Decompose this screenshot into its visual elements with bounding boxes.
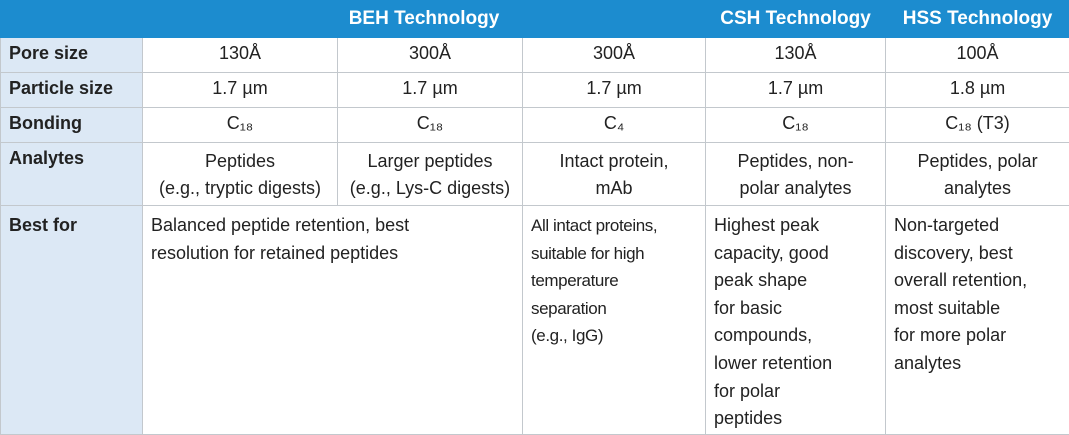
cell-line: capacity, good — [714, 240, 877, 268]
table-cell: C₁₈ — [143, 108, 338, 143]
table-cell: 130Å — [706, 38, 886, 73]
cell-line: resolution for retained peptides — [151, 240, 514, 268]
cell-line: for polar — [714, 378, 877, 406]
table-cell: C₄ — [523, 108, 706, 143]
cell-line: Peptides, polar — [894, 148, 1061, 175]
cell-line: suitable for high — [531, 240, 697, 268]
cell-line: analytes — [894, 175, 1061, 202]
table-cell: 130Å — [143, 38, 338, 73]
table-cell: Larger peptides(e.g., Lys-C digests) — [338, 143, 523, 206]
cell-line: compounds, — [714, 322, 877, 350]
row-label: Analytes — [1, 143, 143, 206]
cell-line: Non-targeted — [894, 212, 1061, 240]
cell-line: peptides — [714, 405, 877, 433]
table-cell: C₁₈ (T3) — [886, 108, 1069, 143]
header-cell: CSH Technology — [706, 1, 886, 38]
cell-line: temperature — [531, 267, 697, 295]
cell-line: All intact proteins, — [531, 212, 697, 240]
table-cell: 1.7 µm — [523, 73, 706, 108]
header-row: BEH Technology CSH Technology HSS Techno… — [1, 1, 1069, 38]
table-cell: Peptides, non-polar analytes — [706, 143, 886, 206]
table-cell: 300Å — [523, 38, 706, 73]
header-corner — [1, 1, 143, 38]
table-cell: 1.8 µm — [886, 73, 1069, 108]
cell-line: for more polar — [894, 322, 1061, 350]
cell-line: most suitable — [894, 295, 1061, 323]
table-cell: 100Å — [886, 38, 1069, 73]
cell-line: Intact protein, — [531, 148, 697, 175]
table-cell: 1.7 µm — [143, 73, 338, 108]
cell-line: (e.g., Lys-C digests) — [346, 175, 514, 202]
row-label: Pore size — [1, 38, 143, 73]
cell-line: (e.g., tryptic digests) — [151, 175, 329, 202]
cell-line: mAb — [531, 175, 697, 202]
cell-line: separation — [531, 295, 697, 323]
table-cell: Peptides(e.g., tryptic digests) — [143, 143, 338, 206]
cell-line: Peptides, non- — [714, 148, 877, 175]
row-label: Best for — [1, 206, 143, 435]
table-cell: 300Å — [338, 38, 523, 73]
cell-line: Peptides — [151, 148, 329, 175]
cell-line: polar analytes — [714, 175, 877, 202]
header-cell: BEH Technology — [143, 1, 706, 38]
header-cell: HSS Technology — [886, 1, 1069, 38]
cell-line: Highest peak — [714, 212, 877, 240]
cell-line: peak shape — [714, 267, 877, 295]
table-cell: C₁₈ — [338, 108, 523, 143]
cell-line: overall retention, — [894, 267, 1061, 295]
table-cell: 1.7 µm — [706, 73, 886, 108]
cell-line: analytes — [894, 350, 1061, 378]
cell-line: discovery, best — [894, 240, 1061, 268]
table-cell: 1.7 µm — [338, 73, 523, 108]
cell-line: (e.g., IgG) — [531, 322, 697, 350]
cell-line: Balanced peptide retention, best — [151, 212, 514, 240]
table-cell: C₁₈ — [706, 108, 886, 143]
row-label: Bonding — [1, 108, 143, 143]
cell-line: for basic — [714, 295, 877, 323]
cell-line: Larger peptides — [346, 148, 514, 175]
cell-line: lower retention — [714, 350, 877, 378]
table-cell: Intact protein,mAb — [523, 143, 706, 206]
row-label: Particle size — [1, 73, 143, 108]
